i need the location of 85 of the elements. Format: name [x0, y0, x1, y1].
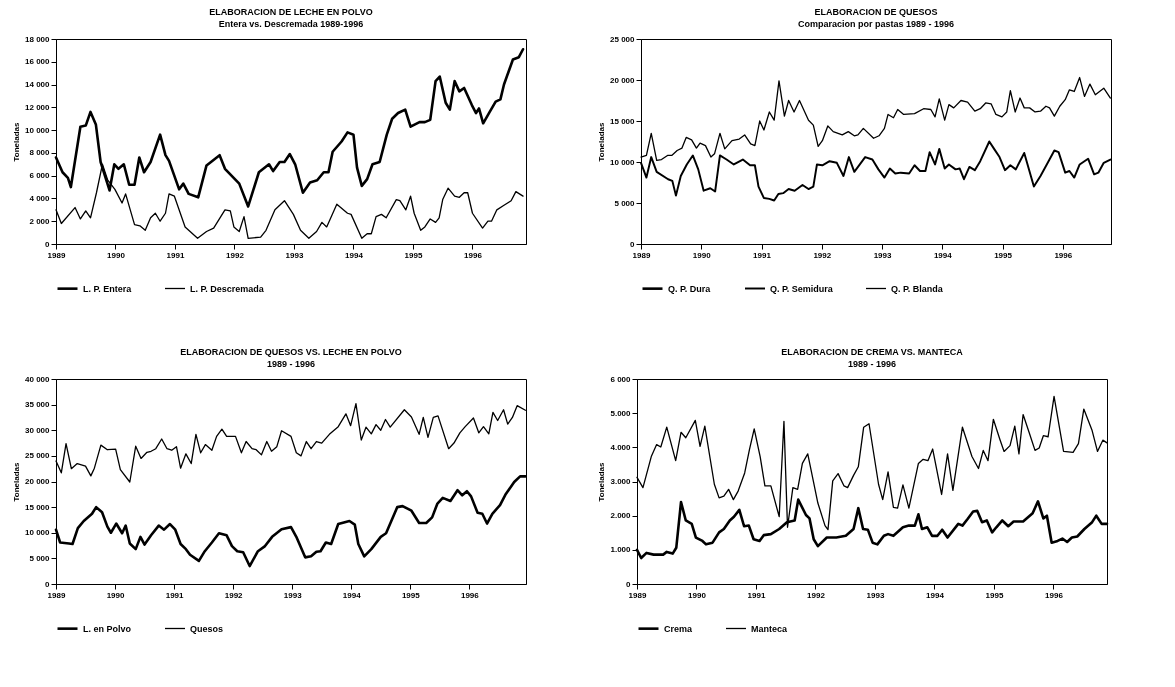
chart-subtitle: Entera vs. Descremada 1989-1996	[218, 19, 364, 29]
y-tick-label: 5 000	[29, 553, 51, 563]
x-tick-label: 1992	[807, 590, 826, 600]
y-tick-label: 2 000	[29, 216, 51, 226]
y-axis-title: Toneladas	[12, 121, 22, 162]
x-tick-label: 1989	[47, 250, 66, 260]
y-tick-label: 15 000	[610, 116, 636, 126]
legend-label: Quesos	[190, 623, 224, 634]
y-tick-label: 0	[45, 579, 51, 589]
y-tick-label: 15 000	[25, 502, 51, 512]
x-tick-label: 1992	[224, 590, 244, 600]
x-tick-label: 1996	[464, 250, 483, 260]
y-tick-label: 14 000	[25, 80, 51, 90]
y-tick-label: 10 000	[25, 125, 51, 135]
x-tick-label: 1989	[632, 250, 651, 260]
chart-title: ELABORACION DE CREMA VS. MANTECA	[781, 347, 964, 357]
x-tick-label: 1992	[226, 250, 245, 260]
legend-label: Q. P. Dura	[668, 283, 712, 294]
x-tick-label: 1990	[692, 250, 712, 260]
x-tick-label: 1994	[926, 590, 945, 600]
x-tick-label: 1993	[866, 590, 885, 600]
chart-subtitle: Comparacion por pastas 1989 - 1996	[797, 19, 955, 29]
x-tick-label: 1993	[285, 250, 304, 260]
legend-label: Manteca	[751, 623, 789, 634]
legend-label: Q. P. Semidura	[770, 283, 834, 294]
x-tick-label: 1994	[933, 250, 953, 260]
y-tick-label: 10 000	[25, 528, 51, 538]
x-tick-label: 1991	[165, 590, 185, 600]
x-tick-label: 1991	[753, 250, 772, 260]
y-tick-label: 0	[630, 239, 636, 249]
x-tick-label: 1991	[747, 590, 766, 600]
legend-label: L. P. Entera	[83, 283, 133, 294]
y-axis-title: Toneladas	[597, 461, 607, 502]
y-tick-label: 8 000	[29, 148, 51, 158]
x-tick-label: 1994	[342, 590, 362, 600]
y-tick-label: 6 000	[29, 171, 51, 181]
y-tick-label: 25 000	[25, 451, 51, 461]
x-tick-label: 1995	[994, 250, 1013, 260]
chart-subtitle: 1989 - 1996	[266, 359, 316, 369]
y-tick-label: 12 000	[25, 102, 51, 112]
x-tick-label: 1992	[813, 250, 832, 260]
x-tick-label: 1996	[1045, 590, 1064, 600]
x-tick-label: 1993	[283, 590, 303, 600]
y-axis-title: Toneladas	[12, 461, 22, 502]
x-tick-label: 1990	[107, 250, 126, 260]
x-tick-label: 1994	[345, 250, 364, 260]
x-tick-label: 1995	[401, 590, 421, 600]
x-tick-label: 1989	[47, 590, 66, 600]
legend-label: L. P. Descremada	[190, 283, 265, 294]
x-tick-label: 1993	[873, 250, 892, 260]
x-tick-label: 1995	[404, 250, 423, 260]
chart-subtitle: 1989 - 1996	[847, 359, 897, 369]
y-tick-label: 5.000	[610, 408, 632, 418]
x-tick-label: 1996	[460, 590, 480, 600]
legend-label: L. en Polvo	[83, 623, 132, 634]
y-tick-label: 20 000	[25, 477, 51, 486]
x-tick-label: 1990	[106, 590, 125, 600]
y-tick-label: 18 000	[25, 34, 51, 44]
y-tick-label: 1.000	[610, 545, 632, 555]
y-tick-label: 35 000	[25, 400, 51, 410]
y-tick-label: 2.000	[610, 511, 632, 521]
y-axis-title: Toneladas	[597, 121, 607, 162]
y-tick-label: 30 000	[25, 425, 51, 435]
y-tick-label: 20 000	[610, 75, 636, 85]
y-tick-label: 25 000	[610, 34, 636, 44]
chart-title: ELABORACION DE QUESOS	[814, 7, 938, 17]
chart-title: ELABORACION DE LECHE EN POLVO	[209, 7, 373, 17]
y-tick-label: 40 000	[25, 374, 51, 384]
legend-label: Crema	[664, 623, 694, 634]
y-tick-label: 4.000	[610, 442, 632, 452]
y-tick-label: 3.000	[610, 477, 632, 486]
y-tick-label: 10 000	[610, 157, 636, 167]
x-tick-label: 1989	[628, 590, 647, 600]
y-tick-label: 0	[45, 239, 51, 249]
y-tick-label: 16 000	[25, 57, 51, 67]
chart-title: ELABORACION DE QUESOS VS. LECHE EN POLVO	[180, 347, 402, 357]
legend-label: Q. P. Blanda	[891, 283, 944, 294]
y-tick-label: 4 000	[29, 193, 51, 203]
x-tick-label: 1991	[166, 250, 185, 260]
y-tick-label: 6 000	[610, 374, 632, 384]
x-tick-label: 1990	[688, 590, 707, 600]
x-tick-label: 1995	[985, 590, 1004, 600]
y-tick-label: 5 000	[614, 198, 636, 208]
y-tick-label: 0	[626, 579, 632, 589]
x-tick-label: 1996	[1054, 250, 1073, 260]
